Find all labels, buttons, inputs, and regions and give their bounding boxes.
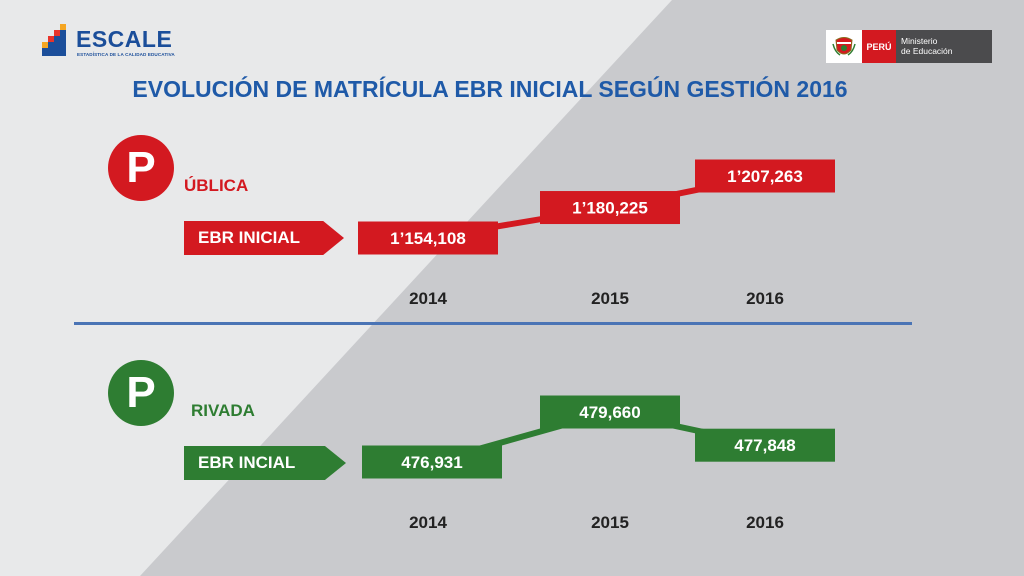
ministry-name: Ministerio de Educación — [896, 30, 992, 63]
x-tick-label: 2015 — [591, 513, 629, 532]
publica-word: ÚBLICA — [184, 176, 249, 195]
x-tick-label: 2014 — [409, 513, 447, 532]
privada-letter-circle: P — [108, 360, 174, 426]
escale-logo: ESCALE ESTADÍSTICA DE LA CALIDAD EDUCATI… — [40, 22, 175, 62]
privada-series-label: EBR INCIAL — [184, 446, 346, 480]
data-point-box — [362, 445, 502, 479]
privada-word: RIVADA — [191, 401, 255, 420]
publica-letter-circle: P — [108, 135, 174, 201]
data-label: 477,848 — [734, 436, 795, 455]
ministry-line-2: de Educación — [901, 46, 953, 56]
ministry-logo: PERÚ Ministerio de Educación — [826, 30, 992, 63]
escale-stairs-icon — [42, 24, 66, 56]
data-point-box — [540, 395, 680, 429]
ministry-line-1: Ministerio — [901, 36, 938, 46]
publica-series-label: EBR INICIAL — [184, 221, 344, 255]
data-point-box — [695, 428, 835, 462]
x-tick-label: 2016 — [746, 513, 784, 532]
x-tick-label: 2014 — [409, 289, 447, 308]
x-tick-label: 2015 — [591, 289, 629, 308]
logo-subtitle: ESTADÍSTICA DE LA CALIDAD EDUCATIVA — [77, 52, 175, 57]
data-label: 1’154,108 — [390, 229, 466, 248]
data-label: 1’180,225 — [572, 199, 648, 218]
data-label: 479,660 — [579, 403, 640, 422]
section-divider — [74, 322, 912, 325]
x-tick-label: 2016 — [746, 289, 784, 308]
ministry-peru: PERÚ — [862, 30, 896, 63]
data-label: 1’207,263 — [727, 167, 803, 186]
data-point-box — [540, 191, 680, 225]
peru-coat-of-arms-icon — [826, 30, 862, 63]
data-label: 476,931 — [401, 453, 462, 472]
logo-name: ESCALE — [76, 26, 173, 52]
data-point-box — [358, 221, 498, 255]
data-point-box — [695, 159, 835, 193]
slide-title: EVOLUCIÓN DE MATRÍCULA EBR INICIAL SEGÚN… — [132, 76, 848, 102]
